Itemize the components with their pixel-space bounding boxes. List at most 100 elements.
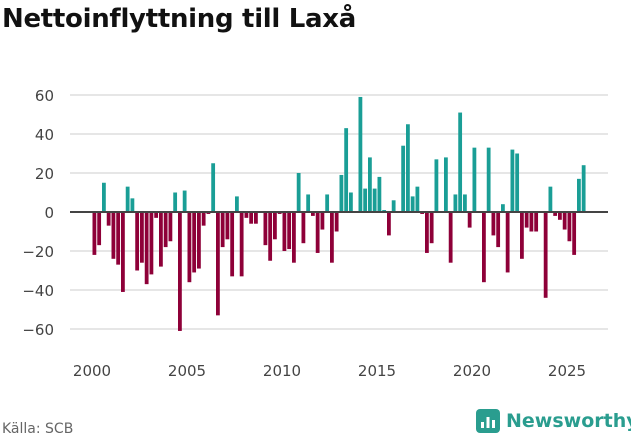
bar [444, 157, 448, 212]
bar [572, 212, 577, 255]
bar [201, 212, 206, 226]
chart-title: Nettoinflyttning till Laxå [2, 4, 357, 34]
bar [448, 212, 453, 263]
bar [334, 212, 339, 232]
bar [130, 198, 135, 212]
bar [230, 212, 235, 277]
bar [562, 212, 567, 230]
bar [529, 212, 534, 232]
bar [187, 212, 192, 283]
bar [482, 212, 486, 283]
bar [434, 159, 439, 212]
bar [125, 186, 130, 212]
bar [159, 212, 163, 267]
bar [486, 147, 491, 212]
bar [510, 149, 515, 212]
bar [339, 174, 344, 212]
bar [581, 165, 586, 212]
bar [149, 212, 154, 275]
bar [121, 212, 125, 292]
bar [415, 186, 420, 212]
bar [553, 212, 558, 216]
x-tick-label: 2015 [358, 362, 396, 380]
y-tick-label: 20 [35, 165, 54, 183]
bar [472, 147, 477, 212]
bar [320, 212, 325, 230]
bar [211, 163, 216, 212]
bar [140, 212, 144, 263]
bar [97, 212, 102, 246]
bar [273, 212, 277, 240]
y-tick-label: 60 [35, 87, 54, 105]
x-tick-label: 2020 [453, 362, 491, 380]
bar [106, 212, 111, 226]
bar [292, 212, 296, 263]
bar [387, 212, 391, 236]
bar [306, 194, 311, 212]
bar [192, 212, 197, 273]
bar [505, 212, 510, 273]
bar [372, 188, 377, 212]
bar [368, 157, 372, 212]
y-tick-label: −20 [22, 243, 54, 261]
bar [102, 182, 106, 212]
bar [144, 212, 149, 285]
bar [401, 145, 406, 212]
bar [406, 124, 410, 212]
x-tick-label: 2000 [73, 362, 111, 380]
x-tick-label: 2005 [168, 362, 206, 380]
bar [173, 192, 178, 212]
bar [182, 190, 187, 212]
x-tick-label: 2025 [548, 362, 586, 380]
bar [391, 200, 396, 212]
y-tick-label: −60 [22, 321, 54, 339]
bar [501, 204, 505, 212]
bar [220, 212, 225, 248]
bar [453, 194, 458, 212]
bar [425, 212, 429, 253]
bar [315, 212, 320, 253]
bar [111, 212, 116, 259]
y-tick-label: −40 [22, 282, 54, 300]
source-label: Källa: SCB [2, 421, 74, 437]
newsworthy-logo-icon [476, 409, 500, 433]
bar [216, 212, 220, 316]
bar [325, 194, 330, 212]
bar [548, 186, 553, 212]
bar [330, 212, 334, 263]
bar [429, 212, 434, 244]
bar [263, 212, 268, 246]
bar [524, 212, 529, 228]
bar [282, 212, 287, 251]
bar [287, 212, 292, 250]
bar [116, 212, 121, 265]
bar [239, 212, 244, 277]
bar [163, 212, 168, 248]
bar [515, 153, 520, 212]
bar [254, 212, 258, 224]
bar [344, 128, 349, 212]
bar [249, 212, 254, 224]
bar [197, 212, 201, 269]
y-tick-label: 0 [44, 204, 54, 222]
bar [168, 212, 173, 242]
bar [349, 192, 353, 212]
bar [296, 173, 301, 212]
y-tick-label: 40 [35, 126, 54, 144]
bar [496, 212, 501, 248]
bar [301, 212, 306, 244]
bar [363, 188, 368, 212]
bar [235, 196, 239, 212]
bar [135, 212, 140, 271]
bar [92, 212, 97, 255]
bar [458, 112, 463, 212]
bar [567, 212, 572, 242]
bar [491, 212, 496, 236]
bar [268, 212, 273, 261]
brand-name: Newsworthy [506, 410, 631, 432]
bar [358, 96, 363, 212]
bar [558, 212, 562, 220]
x-tick-label: 2010 [263, 362, 301, 380]
